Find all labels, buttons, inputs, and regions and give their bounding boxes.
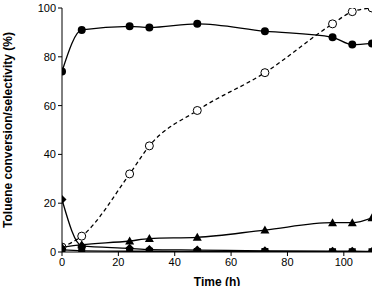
svg-text:100: 100 <box>335 256 353 268</box>
svg-text:20: 20 <box>112 256 124 268</box>
svg-text:80: 80 <box>281 256 293 268</box>
svg-text:20: 20 <box>44 197 56 209</box>
svg-text:40: 40 <box>44 148 56 160</box>
svg-text:60: 60 <box>225 256 237 268</box>
svg-text:80: 80 <box>44 51 56 63</box>
svg-text:100: 100 <box>38 2 56 14</box>
svg-text:0: 0 <box>50 246 56 258</box>
svg-text:Time (h): Time (h) <box>194 275 240 286</box>
svg-text:60: 60 <box>44 100 56 112</box>
svg-text:Toluene conversion/selectivity: Toluene conversion/selectivity (%) <box>8 32 15 228</box>
svg-text:0: 0 <box>59 256 65 268</box>
svg-text:40: 40 <box>169 256 181 268</box>
